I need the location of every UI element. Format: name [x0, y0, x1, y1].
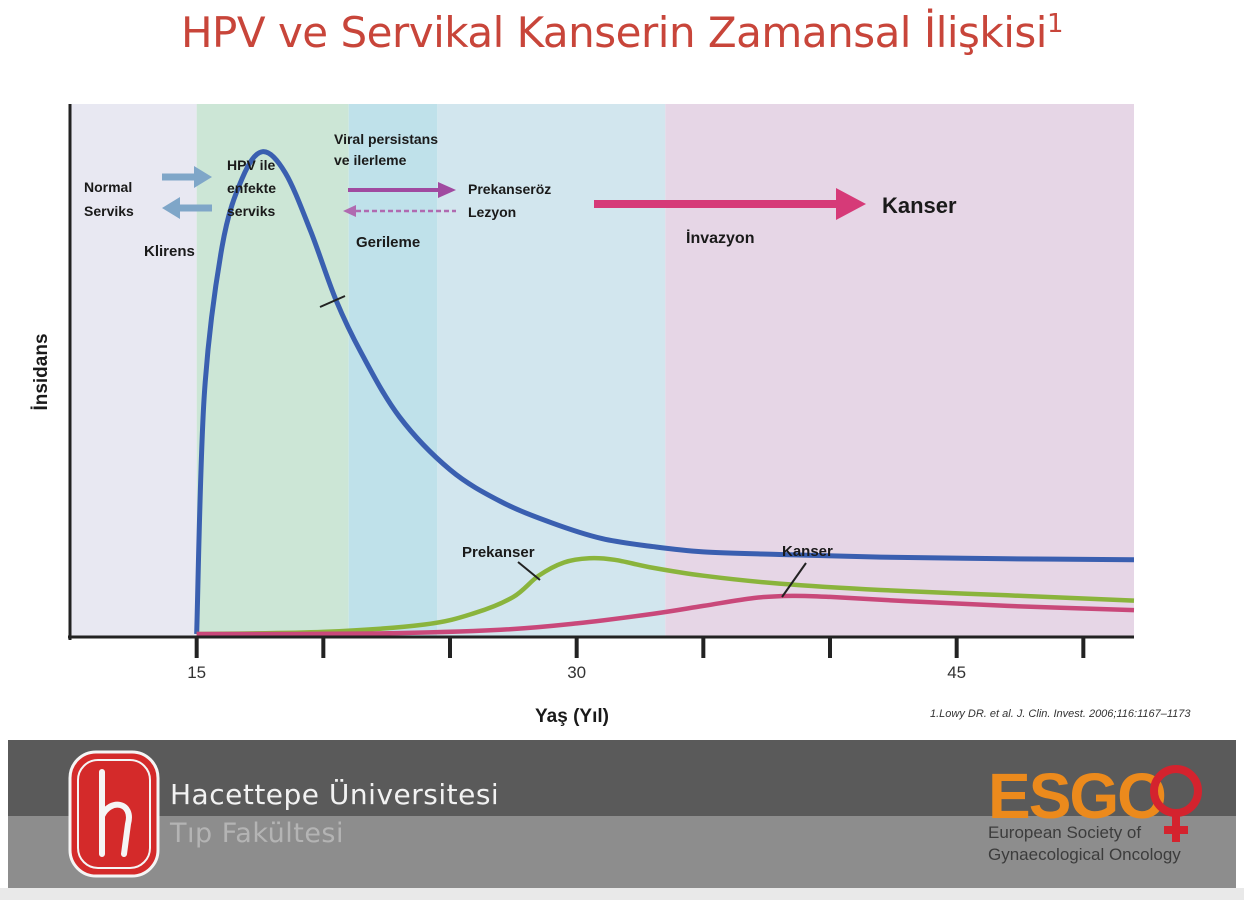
axes: [68, 104, 1134, 640]
stage-persistence: Viral persistans ve ilerleme: [334, 131, 438, 168]
stage-normal-line1: Normal: [84, 179, 132, 195]
stage-hpv-line3: serviks: [227, 203, 275, 219]
female-symbol-icon: [1150, 765, 1202, 842]
arrow-progression-head: [438, 182, 456, 198]
stage-precancer-lesion: Prekanseröz Lezyon: [468, 181, 551, 220]
y-axis-label: İnsidans: [31, 333, 52, 410]
prekanser-callout-line: [517, 561, 541, 581]
hacettepe-logo-icon: [68, 750, 160, 878]
stage-hpv-line2: enfekte: [227, 180, 276, 196]
arrow-invasion-head: [836, 188, 866, 220]
phase-band-cancer: [665, 104, 1134, 636]
stage-precancer-line1: Prekanseröz: [468, 181, 551, 197]
label-invasion: İnvazyon: [686, 229, 754, 247]
arrow-to-hpv-head: [194, 166, 212, 188]
stage-precancer-line2: Lezyon: [468, 204, 516, 220]
stage-persistence-line2: ve ilerleme: [334, 152, 407, 168]
chart: 15 30 45 Yaş (Yıl) İnsidans Normal Serviks…: [31, 104, 1135, 727]
kanser-callout-line: [781, 562, 807, 598]
series-line-kanser: [196, 593, 1135, 637]
arrow-clearance: [162, 197, 212, 219]
title-superscript: 1: [1046, 9, 1064, 39]
esgo-wordmark: ESGO: [988, 760, 1165, 832]
footer-dark-strip: [8, 740, 1236, 816]
footer-band: [8, 740, 1236, 888]
stage-hpv: HPV ile enfekte serviks: [227, 157, 276, 219]
hpv-curve-callout-line: [319, 295, 346, 308]
bottom-edge: [0, 888, 1244, 900]
series-line-hpv: [194, 149, 1135, 635]
citation: 1.Lowy DR. et al. J. Clin. Invest. 2006;…: [930, 708, 1191, 720]
title-text: HPV ve Servikal Kanserin Zamansal İlişki…: [180, 8, 1048, 57]
arrow-progression: [348, 182, 456, 198]
label-cancer-stage: Kanser: [882, 193, 957, 218]
footer-light-strip: [8, 816, 1236, 888]
esgo-logo: ESGO: [988, 760, 1202, 842]
arrow-clearance-head: [162, 197, 180, 219]
x-axis-label: Yaş (Yıl): [535, 706, 609, 727]
x-tick-label-15: 15: [187, 663, 206, 682]
x-tick-label-45: 45: [947, 663, 966, 682]
phase-band-normal: [70, 104, 197, 636]
esgo-sub-line1: European Society of: [988, 823, 1142, 842]
arrow-regression-head: [343, 205, 356, 217]
stage-persistence-line1: Viral persistans: [334, 131, 438, 147]
x-tick-label-30: 30: [567, 663, 586, 682]
phase-band-persistence: [348, 104, 438, 636]
phase-band-hpv: [196, 104, 349, 636]
esgo-sub-line2: Gynaecological Oncology: [988, 845, 1181, 864]
faculty-name: Tıp Fakültesi: [170, 818, 344, 849]
phase-band-precancer: [437, 104, 666, 636]
arrow-to-hpv: [162, 166, 212, 188]
arrow-regression: [343, 205, 456, 217]
stage-hpv-line1: HPV ile: [227, 157, 275, 173]
stage-normal-line2: Serviks: [84, 203, 134, 219]
series-line-prekanser: [196, 555, 1135, 637]
phase-bands: [70, 104, 1134, 636]
slide-title: HPV ve Servikal Kanserin Zamansal İlişki…: [0, 8, 1244, 57]
university-name: Hacettepe Üniversitesi: [170, 778, 500, 811]
label-clearance: Klirens: [144, 243, 195, 260]
series-layer: [194, 149, 1135, 637]
series-label-kanser: Kanser: [782, 543, 833, 560]
arrow-invasion: [594, 188, 866, 220]
x-ticks: 15 30 45: [187, 638, 1086, 682]
stage-normal: Normal Serviks: [84, 179, 134, 219]
label-regression: Gerileme: [356, 234, 420, 251]
series-label-prekanser: Prekanser: [462, 544, 535, 561]
